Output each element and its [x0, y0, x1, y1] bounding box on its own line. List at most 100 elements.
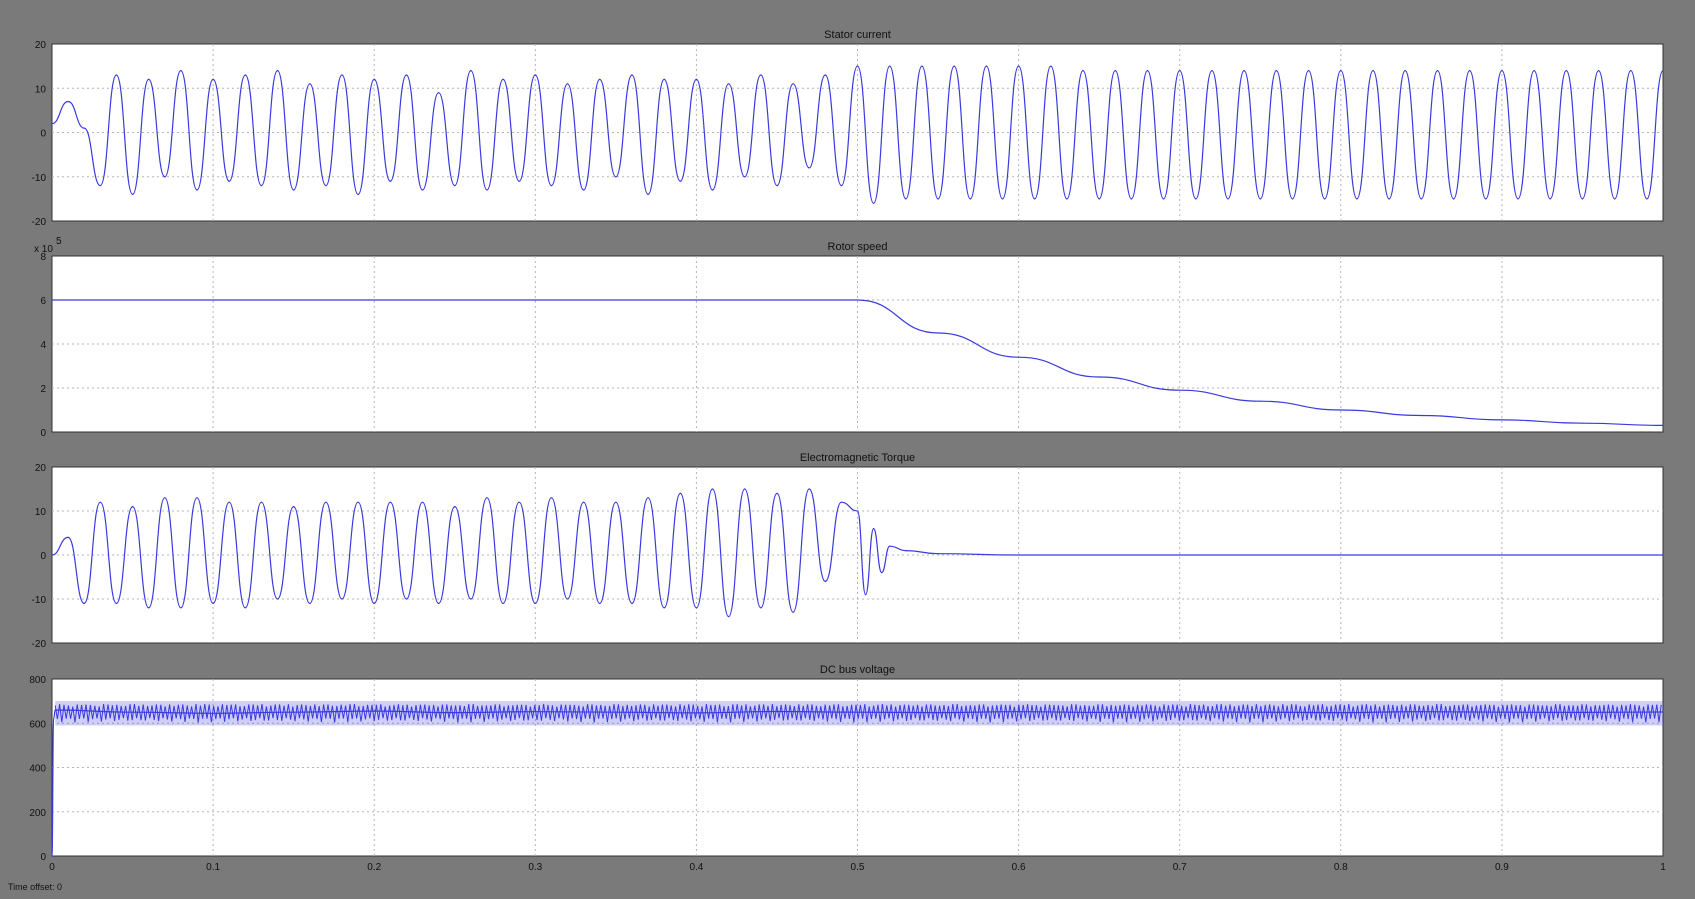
data-point: [405, 598, 407, 600]
data-point: [51, 299, 53, 301]
data-point: [1598, 70, 1600, 72]
data-point: [502, 602, 504, 605]
data-point: [792, 611, 794, 613]
plot-title: Electromagnetic Torque: [800, 452, 915, 464]
data-point: [1614, 198, 1616, 200]
data-point: [1340, 409, 1342, 411]
data-point: [695, 299, 698, 301]
data-point: [454, 185, 456, 187]
data-point: [631, 602, 633, 605]
data-point: [937, 332, 939, 334]
data-point: [1275, 70, 1277, 72]
x-tick-label: 0.6: [1012, 862, 1026, 873]
data-point: [760, 607, 762, 609]
data-point: [534, 602, 536, 605]
axis-multiplier-exponent: 5: [56, 236, 62, 247]
y-tick-label: 600: [29, 719, 46, 730]
data-point: [1179, 711, 1181, 713]
series-line: [51, 299, 1664, 426]
data-point: [1662, 554, 1664, 556]
y-tick-label: 0: [40, 129, 46, 140]
data-point: [566, 598, 569, 600]
data-point: [373, 299, 375, 301]
data-point: [244, 607, 246, 609]
data-point: [776, 710, 778, 713]
data-point: [1662, 711, 1664, 713]
data-point: [1485, 198, 1487, 200]
data-point: [1098, 198, 1100, 200]
data-point: [1469, 70, 1471, 72]
data-point: [1146, 70, 1149, 72]
y-tick-label: 0: [40, 852, 46, 863]
data-point: [776, 492, 778, 494]
y-tick-label: 400: [29, 764, 46, 775]
data-point: [486, 189, 488, 191]
data-point: [1420, 711, 1422, 713]
data-point: [518, 180, 520, 182]
data-point: [518, 501, 520, 503]
data-point: [856, 299, 859, 301]
y-tick-label: -10: [32, 173, 47, 184]
data-point: [566, 83, 569, 85]
plot-title: Stator current: [824, 29, 891, 41]
data-point: [534, 299, 536, 301]
data-point: [1372, 70, 1374, 72]
data-point: [1581, 198, 1583, 200]
data-point: [728, 83, 730, 85]
data-point: [421, 501, 424, 503]
data-point: [1501, 70, 1503, 72]
data-point: [325, 501, 327, 503]
y-tick-label: 8: [40, 252, 46, 263]
data-point: [1179, 554, 1181, 556]
data-point: [615, 501, 617, 503]
x-tick-label: 0.1: [206, 862, 220, 873]
data-point: [534, 74, 536, 76]
x-tick-label: 0.9: [1495, 862, 1509, 873]
data-point: [228, 180, 230, 182]
data-point: [83, 127, 85, 129]
data-point: [1420, 414, 1422, 417]
data-point: [180, 607, 182, 609]
data-point: [679, 492, 681, 494]
data-point: [856, 510, 859, 512]
data-point: [148, 607, 150, 609]
data-point: [1340, 712, 1342, 714]
data-point: [389, 501, 391, 503]
data-point: [744, 488, 746, 490]
data-point: [341, 74, 343, 76]
data-point: [454, 506, 456, 508]
data-point: [937, 198, 939, 200]
data-point: [276, 70, 279, 72]
plot-panel-4: DC bus voltage 0 0.1 0.2 0.3 0.4 0.5 0.6 0.7 0.8 0…: [29, 664, 1666, 873]
data-point: [1259, 711, 1261, 713]
data-point: [260, 185, 262, 187]
x-tick-label: 1: [1660, 862, 1666, 873]
data-point: [1388, 198, 1390, 200]
data-point: [550, 497, 553, 499]
data-point: [373, 710, 375, 712]
data-point: [808, 488, 810, 490]
data-point: [985, 65, 988, 67]
data-point: [905, 198, 907, 200]
series-line: [51, 488, 1663, 618]
data-point: [164, 176, 166, 178]
data-point: [937, 712, 939, 714]
data-point: [1308, 70, 1310, 72]
data-point: [212, 78, 214, 80]
data-point: [1662, 424, 1664, 426]
data-point: [1324, 198, 1326, 200]
data-point: [115, 74, 117, 76]
data-point: [132, 193, 134, 195]
x-tick-label: 0.2: [367, 862, 381, 873]
data-point: [856, 65, 859, 67]
x-tick-label: 0.4: [689, 862, 703, 873]
data-point: [1066, 198, 1068, 200]
data-point: [293, 506, 295, 508]
data-point: [599, 602, 601, 605]
data-point: [293, 189, 295, 191]
data-point: [824, 580, 826, 583]
data-point: [1114, 70, 1116, 72]
data-point: [663, 78, 665, 80]
data-point: [873, 202, 875, 204]
data-point: [405, 74, 407, 76]
